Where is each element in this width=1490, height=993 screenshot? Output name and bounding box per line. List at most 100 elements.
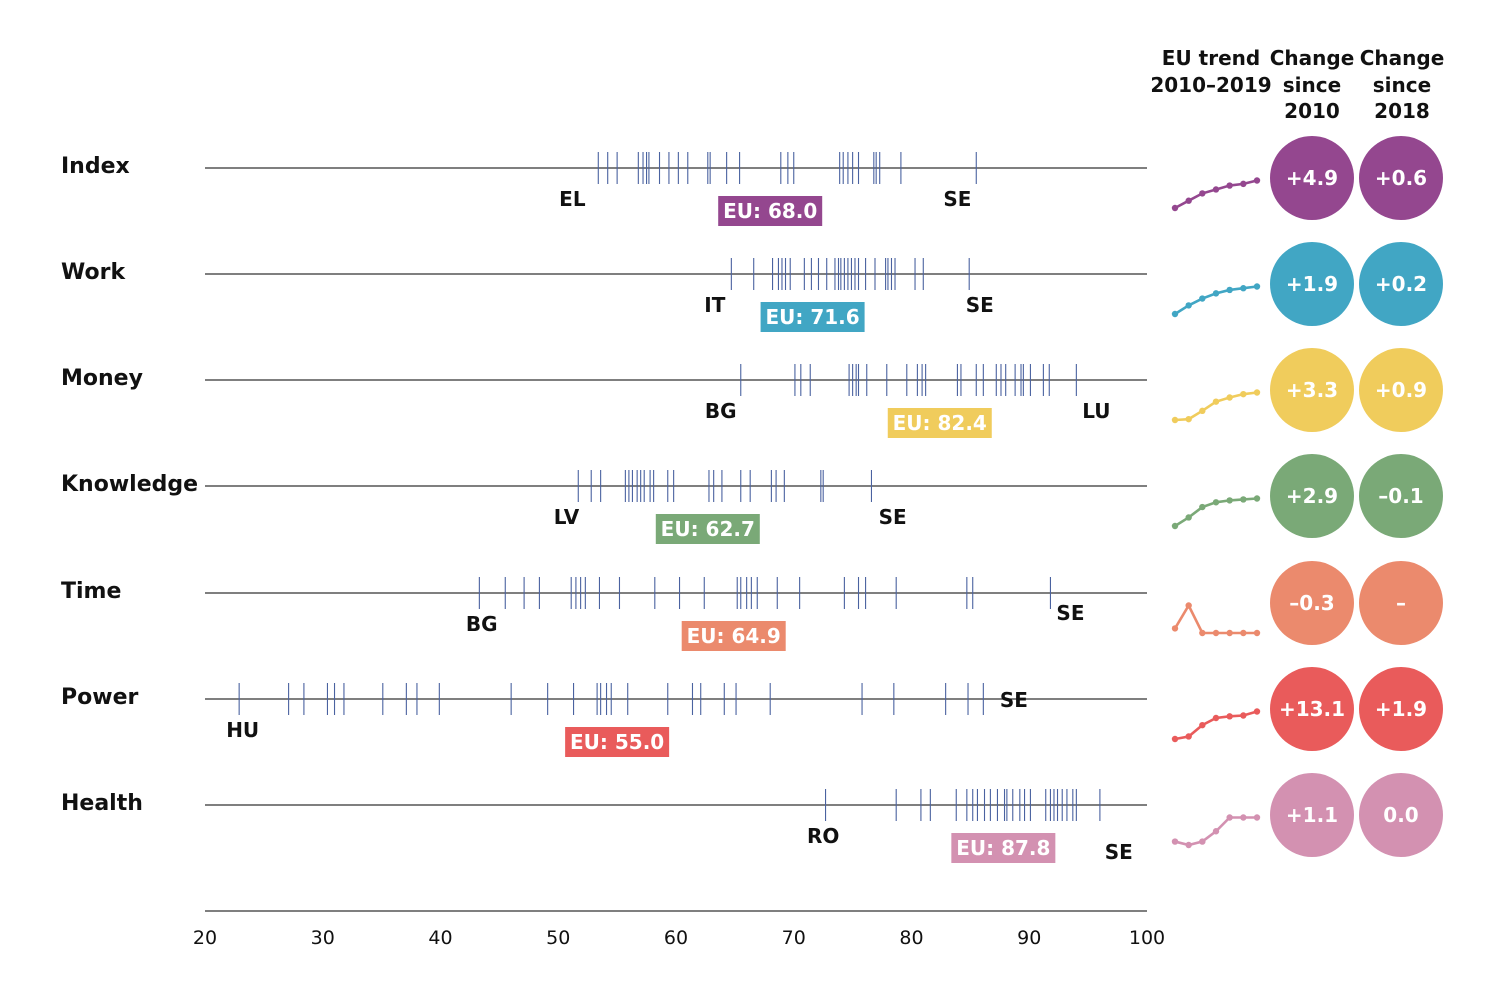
x-tick-label: 20 bbox=[193, 927, 217, 949]
change-2018-value: +0.9 bbox=[1375, 378, 1427, 402]
eu-badge bbox=[565, 727, 670, 757]
eu-badge bbox=[760, 302, 865, 332]
change-2018-circle bbox=[1359, 561, 1443, 645]
trend-point bbox=[1253, 177, 1261, 184]
trend-point bbox=[1185, 302, 1192, 309]
change-2010-value: +1.1 bbox=[1286, 803, 1338, 827]
trend-point bbox=[1185, 841, 1192, 849]
dimension-label: Health bbox=[61, 791, 143, 816]
x-tick-label: 30 bbox=[311, 927, 335, 949]
row-money: Money BG LU EU: 82.4 +3.3 +0.9 bbox=[61, 348, 1443, 438]
change-2018-circle bbox=[1359, 454, 1443, 538]
change-2010-header-line-1: Change bbox=[1270, 46, 1355, 70]
max-country-label: SE bbox=[1000, 688, 1028, 712]
trend-point bbox=[1226, 497, 1233, 504]
eu-badge-label: EU: 62.7 bbox=[661, 517, 755, 541]
max-country-label: LU bbox=[1082, 399, 1110, 423]
change-2018-header-line-2: since bbox=[1373, 73, 1431, 97]
min-country-label: EL bbox=[559, 187, 586, 211]
max-country-label: SE bbox=[1105, 840, 1133, 864]
min-country-label: BG bbox=[466, 612, 498, 636]
eu-badge bbox=[681, 621, 786, 651]
dimension-label: Money bbox=[61, 366, 143, 391]
change-2010-circle bbox=[1270, 136, 1354, 220]
x-tick-label: 90 bbox=[1017, 927, 1041, 949]
eu-badge bbox=[655, 514, 760, 544]
eu-badge bbox=[887, 408, 992, 438]
change-2018-value: – bbox=[1396, 591, 1406, 615]
change-2010-circle bbox=[1270, 667, 1354, 751]
dimension-rows: Index EL SE EU: 68.0 +4.9 +0.6 Work IT SE EU: 71.… bbox=[61, 136, 1443, 864]
eu-badge bbox=[951, 833, 1056, 863]
max-country-label: SE bbox=[879, 505, 907, 529]
trend-point bbox=[1199, 295, 1206, 302]
trend-point bbox=[1253, 389, 1261, 396]
change-2010-circle bbox=[1270, 454, 1354, 538]
eu-badge-label: EU: 68.0 bbox=[723, 199, 817, 223]
change-2018-value: +0.6 bbox=[1375, 166, 1427, 190]
row-work: Work IT SE EU: 71.6 +1.9 +0.2 bbox=[61, 242, 1443, 332]
trend-point bbox=[1253, 495, 1261, 502]
trend-point bbox=[1171, 522, 1179, 530]
row-time: Time BG SE EU: 64.9 –0.3 – bbox=[61, 561, 1443, 651]
change-2010-value: +13.1 bbox=[1279, 697, 1345, 721]
trend-sparkline bbox=[1173, 602, 1257, 635]
trend-point bbox=[1226, 814, 1233, 821]
min-country-label: RO bbox=[807, 824, 839, 848]
x-axis: 20 30 40 50 60 70 80 90 100 bbox=[193, 910, 1165, 949]
trend-point bbox=[1253, 629, 1261, 637]
min-country-label: IT bbox=[704, 293, 725, 317]
change-2018-circle bbox=[1359, 348, 1443, 432]
row-power: Power HU SE EU: 55.0 +13.1 +1.9 bbox=[61, 667, 1443, 757]
trend-point bbox=[1212, 398, 1220, 405]
trend-point bbox=[1199, 838, 1206, 845]
trend-point bbox=[1199, 407, 1206, 415]
change-2018-header-line-1: Change bbox=[1360, 46, 1445, 70]
trend-point bbox=[1240, 496, 1247, 503]
trend-point bbox=[1171, 735, 1179, 743]
trend-point bbox=[1199, 721, 1206, 729]
change-2010-header-line-2: since bbox=[1283, 73, 1341, 97]
trend-point bbox=[1185, 733, 1192, 740]
change-2018-circle bbox=[1359, 773, 1443, 857]
trend-point bbox=[1171, 416, 1179, 424]
trend-point bbox=[1226, 394, 1233, 401]
trend-point bbox=[1240, 629, 1247, 637]
trend-point bbox=[1185, 415, 1192, 423]
change-2010-circle bbox=[1270, 561, 1354, 645]
trend-point bbox=[1171, 625, 1179, 632]
trend-point bbox=[1185, 602, 1192, 609]
x-tick-label: 60 bbox=[664, 927, 688, 949]
row-index: Index EL SE EU: 68.0 +4.9 +0.6 bbox=[61, 136, 1443, 226]
change-2018-circle bbox=[1359, 667, 1443, 751]
change-2018-circle bbox=[1359, 242, 1443, 326]
trend-point bbox=[1199, 190, 1206, 197]
change-2010-circle bbox=[1270, 242, 1354, 326]
trend-point bbox=[1240, 285, 1247, 292]
trend-point bbox=[1212, 629, 1220, 637]
eu-badge-label: EU: 87.8 bbox=[956, 836, 1050, 860]
change-2018-value: +0.2 bbox=[1375, 272, 1427, 296]
trend-point bbox=[1240, 814, 1247, 821]
trend-point bbox=[1171, 838, 1179, 845]
dimension-label: Power bbox=[61, 685, 138, 710]
trend-point bbox=[1240, 180, 1247, 188]
trend-point bbox=[1226, 629, 1233, 637]
x-tick-label: 50 bbox=[546, 927, 570, 949]
trend-point bbox=[1253, 708, 1261, 715]
x-tick-label: 70 bbox=[782, 927, 806, 949]
eu-badge-label: EU: 71.6 bbox=[765, 305, 859, 329]
trend-point bbox=[1212, 186, 1220, 193]
max-country-label: SE bbox=[966, 293, 994, 317]
trend-point bbox=[1226, 286, 1233, 294]
change-2018-header-line-3: 2018 bbox=[1374, 99, 1430, 123]
change-2010-value: –0.3 bbox=[1289, 591, 1334, 615]
change-2010-circle bbox=[1270, 773, 1354, 857]
row-health: Health RO SE EU: 87.8 +1.1 0.0 bbox=[61, 773, 1443, 864]
trend-point bbox=[1226, 713, 1233, 720]
change-2010-value: +4.9 bbox=[1286, 166, 1338, 190]
trend-point bbox=[1199, 629, 1206, 637]
change-2010-value: +3.3 bbox=[1286, 378, 1338, 402]
change-2010-value: +2.9 bbox=[1286, 484, 1338, 508]
